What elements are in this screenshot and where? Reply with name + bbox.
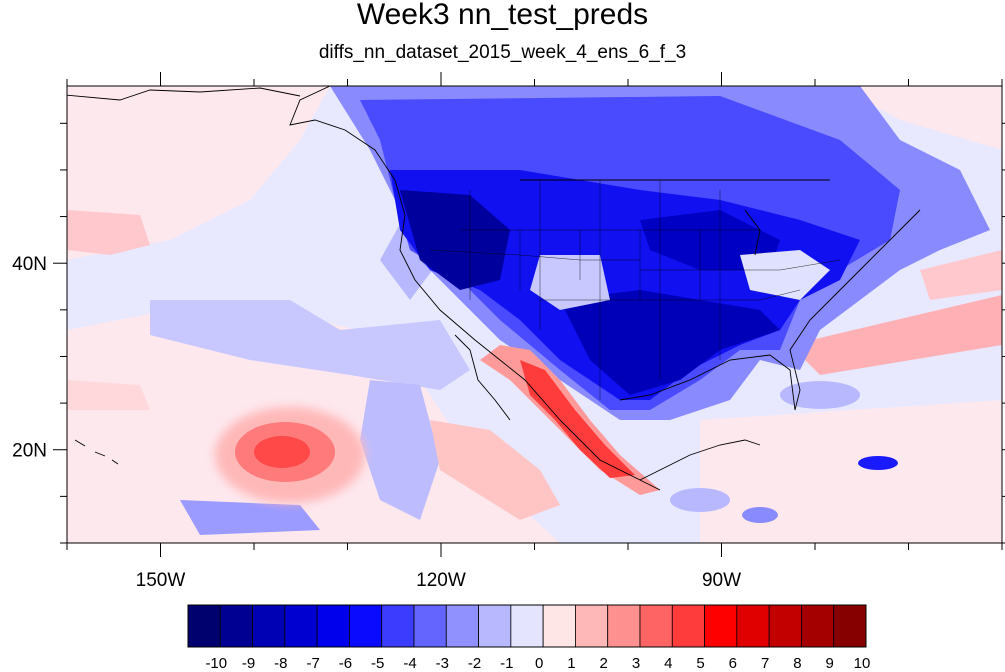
colorbar-label: -9 bbox=[242, 655, 255, 672]
colorbar-label: -1 bbox=[500, 655, 513, 672]
colorbar-swatch bbox=[575, 604, 609, 648]
colorbar bbox=[187, 604, 867, 648]
colorbar-label: -8 bbox=[274, 655, 287, 672]
map-title: Week3 nn_test_preds bbox=[356, 0, 649, 31]
colorbar-label: 4 bbox=[664, 655, 672, 672]
colorbar-label: -3 bbox=[436, 655, 449, 672]
colorbar-label: 6 bbox=[729, 655, 737, 672]
colorbar-label: 7 bbox=[761, 655, 769, 672]
colorbar-swatch bbox=[542, 604, 576, 648]
colorbar-label: -4 bbox=[403, 655, 416, 672]
colorbar-swatch bbox=[671, 604, 705, 648]
colorbar-swatch bbox=[381, 604, 415, 648]
colorbar-swatch bbox=[833, 604, 867, 648]
colorbar-swatch bbox=[413, 604, 447, 648]
colorbar-label: -2 bbox=[468, 655, 481, 672]
colorbar-label: 10 bbox=[854, 655, 871, 672]
map-field bbox=[67, 86, 1002, 543]
colorbar-swatch bbox=[736, 604, 770, 648]
colorbar-swatch bbox=[801, 604, 835, 648]
colorbar-swatch bbox=[445, 604, 479, 648]
colorbar-labels: -10 -9 -8 -7 -6 -5 -4 -3 -2 -1 0 1 2 3 4 5 6 7 8 9 10 bbox=[205, 655, 870, 672]
colorbar-label: -7 bbox=[306, 655, 319, 672]
colorbar-swatch bbox=[607, 604, 641, 648]
y-tick-label: 20N bbox=[12, 441, 47, 462]
colorbar-swatch bbox=[316, 604, 350, 648]
colorbar-label: -10 bbox=[205, 655, 227, 672]
colorbar-swatch bbox=[349, 604, 383, 648]
colorbar-swatch bbox=[768, 604, 802, 648]
colorbar-label: -5 bbox=[371, 655, 384, 672]
colorbar-swatch bbox=[478, 604, 512, 648]
colorbar-label: 8 bbox=[793, 655, 801, 672]
colorbar-label: 9 bbox=[826, 655, 834, 672]
colorbar-swatch bbox=[284, 604, 318, 648]
colorbar-label: 3 bbox=[632, 655, 640, 672]
colorbar-swatch bbox=[639, 604, 673, 648]
state-borders bbox=[429, 180, 841, 400]
map-ticks bbox=[53, 72, 1005, 557]
colorbar-label: 0 bbox=[535, 655, 543, 672]
y-tick-label: 40N bbox=[12, 254, 47, 275]
colorbar-label: 1 bbox=[567, 655, 575, 672]
colorbar-swatch bbox=[704, 604, 738, 648]
x-tick-label: 150W bbox=[136, 570, 186, 591]
map-subtitle: diffs_nn_dataset_2015_week_4_ens_6_f_3 bbox=[318, 42, 687, 63]
x-tick-label: 120W bbox=[416, 570, 466, 591]
colorbar-swatch bbox=[252, 604, 286, 648]
x-tick-label: 90W bbox=[702, 570, 741, 591]
map-tick-labels: 150W 120W 90W 40N 20N bbox=[12, 254, 741, 591]
colorbar-label: 5 bbox=[696, 655, 704, 672]
colorbar-swatch bbox=[510, 604, 544, 648]
colorbar-swatch bbox=[219, 604, 253, 648]
colorbar-label: -6 bbox=[339, 655, 352, 672]
coastlines bbox=[67, 86, 921, 491]
colorbar-frame bbox=[187, 604, 867, 648]
colorbar-label: 2 bbox=[600, 655, 608, 672]
colorbar-swatch bbox=[187, 604, 221, 648]
